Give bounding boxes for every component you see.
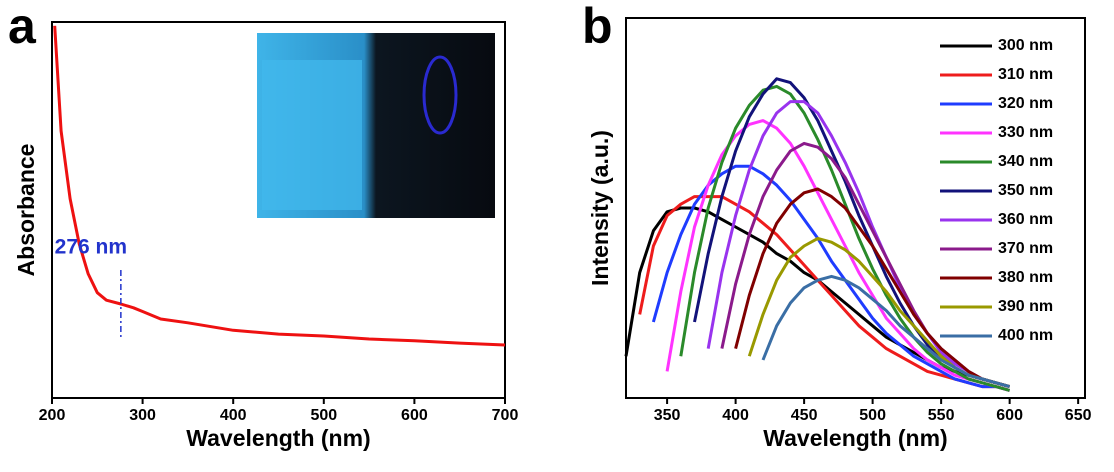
y-axis-title: Absorbance: [13, 144, 39, 277]
annotation-text: 276 nm: [55, 236, 127, 259]
x-tick-label: 350: [654, 407, 681, 424]
legend-label: 370 nm: [998, 240, 1053, 257]
plot-frame: [51, 21, 506, 399]
panel-label: a: [8, 0, 37, 54]
x-tick-label: 550: [928, 407, 955, 424]
data-line: [679, 84, 1011, 392]
data-line: [720, 141, 1011, 389]
legend-label: 300 nm: [998, 37, 1053, 54]
x-tick-label: 650: [1065, 407, 1092, 424]
x-tick-label: 700: [492, 407, 519, 424]
x-axis-title: Wavelength (nm): [763, 425, 947, 451]
inset-photo: [257, 33, 495, 218]
legend-label: 310 nm: [998, 66, 1053, 83]
x-tick-label: 500: [310, 407, 337, 424]
data-line: [651, 164, 1011, 392]
legend-label: 320 nm: [998, 95, 1053, 112]
legend-label: 360 nm: [998, 211, 1053, 228]
data-line: [693, 77, 1011, 389]
legend-label: 380 nm: [998, 269, 1053, 286]
data-line: [761, 274, 1011, 389]
x-tick-label: 300: [129, 407, 156, 424]
x-tick-label: 400: [220, 407, 247, 424]
data-line: [734, 187, 1011, 389]
legend-label: 330 nm: [998, 124, 1053, 141]
x-tick-label: 600: [401, 407, 428, 424]
x-tick-label: 400: [722, 407, 749, 424]
x-tick-label: 600: [996, 407, 1023, 424]
x-tick-label: 200: [39, 407, 66, 424]
legend-label: 400 nm: [998, 327, 1053, 344]
data-line: [706, 100, 1011, 389]
x-tick-label: 500: [859, 407, 886, 424]
plot-frame: [625, 17, 1086, 399]
x-tick-label: 450: [791, 407, 818, 424]
data-line: [665, 119, 1011, 392]
y-axis-title: Intensity (a.u.): [587, 130, 613, 286]
legend-label: 350 nm: [998, 182, 1053, 199]
data-line: [53, 25, 506, 347]
x-axis-title: Wavelength (nm): [186, 425, 370, 451]
legend-label: 340 nm: [998, 153, 1053, 170]
panel-label: b: [582, 0, 613, 54]
legend-label: 390 nm: [998, 298, 1053, 315]
